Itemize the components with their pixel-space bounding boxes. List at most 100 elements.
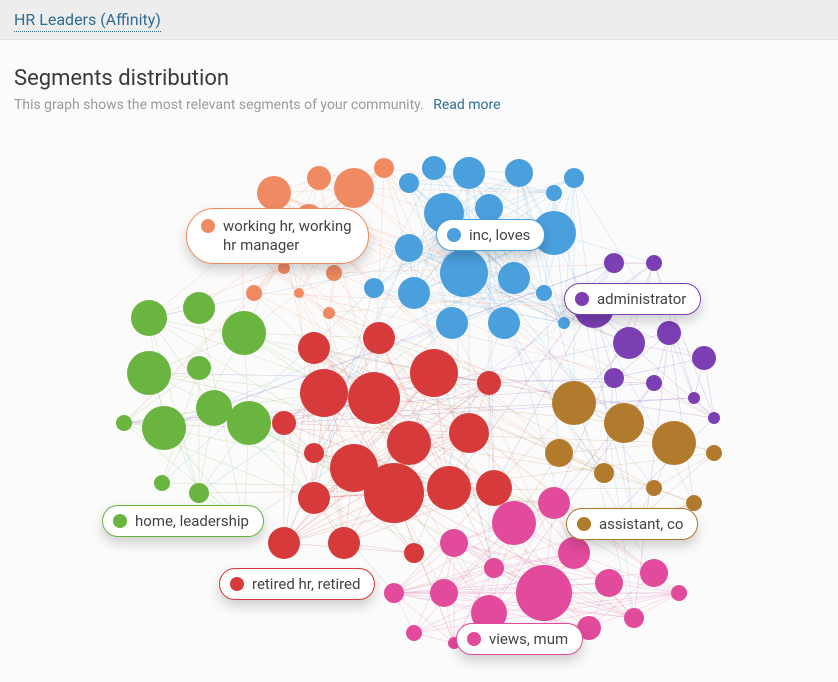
graph-node[interactable]	[387, 421, 431, 465]
header-link[interactable]: HR Leaders (Affinity)	[14, 10, 161, 32]
graph-node[interactable]	[399, 173, 419, 193]
graph-node[interactable]	[477, 371, 501, 395]
graph-node[interactable]	[706, 445, 722, 461]
graph-node[interactable]	[449, 413, 489, 453]
graph-node[interactable]	[196, 390, 232, 426]
graph-node[interactable]	[300, 369, 348, 417]
graph-node[interactable]	[604, 403, 644, 443]
content-panel: Segments distribution This graph shows t…	[0, 40, 838, 663]
graph-node[interactable]	[440, 249, 488, 297]
graph-node[interactable]	[498, 262, 530, 294]
graph-node[interactable]	[594, 463, 614, 483]
graph-node[interactable]	[187, 356, 211, 380]
graph-node[interactable]	[398, 277, 430, 309]
graph-edge	[149, 268, 284, 318]
graph-node[interactable]	[453, 157, 485, 189]
graph-node[interactable]	[436, 307, 468, 339]
graph-node[interactable]	[422, 156, 446, 180]
graph-node[interactable]	[538, 487, 570, 519]
graph-node[interactable]	[268, 527, 300, 559]
graph-node[interactable]	[646, 480, 662, 496]
cluster-label-green[interactable]: home, leadership	[102, 505, 264, 537]
read-more-link[interactable]: Read more	[433, 97, 500, 113]
graph-node[interactable]	[183, 292, 215, 324]
graph-node[interactable]	[348, 372, 400, 424]
cluster-label-blue[interactable]: inc, loves	[436, 219, 545, 251]
graph-node[interactable]	[624, 608, 644, 628]
graph-node[interactable]	[246, 285, 262, 301]
graph-node[interactable]	[488, 307, 520, 339]
cluster-label-brown[interactable]: assistant, co	[566, 508, 698, 540]
graph-node[interactable]	[364, 278, 384, 298]
graph-node[interactable]	[298, 332, 330, 364]
graph-node[interactable]	[516, 565, 572, 621]
graph-node[interactable]	[475, 194, 503, 222]
graph-node[interactable]	[613, 327, 645, 359]
graph-node[interactable]	[545, 439, 573, 467]
graph-node[interactable]	[334, 168, 374, 208]
cluster-label-text: assistant, co	[599, 515, 683, 533]
cluster-label-pink[interactable]: views, mum	[456, 623, 583, 655]
graph-node[interactable]	[484, 558, 504, 578]
graph-node[interactable]	[131, 300, 167, 336]
cluster-dot-icon	[575, 292, 589, 306]
graph-node[interactable]	[227, 401, 271, 445]
graph-node[interactable]	[646, 255, 662, 271]
graph-node[interactable]	[595, 569, 623, 597]
graph-node[interactable]	[708, 412, 720, 424]
graph-node[interactable]	[257, 176, 291, 210]
graph-node[interactable]	[323, 307, 335, 319]
graph-node[interactable]	[692, 346, 716, 370]
graph-node[interactable]	[404, 543, 424, 563]
graph-node[interactable]	[552, 381, 596, 425]
graph-node[interactable]	[142, 406, 186, 450]
cluster-label-purple[interactable]: administrator	[564, 283, 701, 315]
graph-node[interactable]	[304, 443, 324, 463]
graph-node[interactable]	[427, 466, 471, 510]
graph-node[interactable]	[657, 321, 681, 345]
cluster-label-text: hr manager	[201, 236, 299, 255]
graph-node[interactable]	[326, 265, 342, 281]
cluster-label-red[interactable]: retired hr, retired	[219, 568, 375, 600]
graph-node[interactable]	[410, 349, 458, 397]
graph-node[interactable]	[476, 470, 512, 506]
graph-node[interactable]	[688, 392, 700, 404]
graph-node[interactable]	[384, 583, 404, 603]
graph-edge	[669, 333, 694, 503]
graph-node[interactable]	[294, 288, 304, 298]
graph-node[interactable]	[278, 262, 290, 274]
graph-node[interactable]	[406, 625, 422, 641]
graph-node[interactable]	[671, 585, 687, 601]
graph-node[interactable]	[307, 166, 331, 190]
graph-node[interactable]	[430, 579, 458, 607]
graph-node[interactable]	[272, 411, 296, 435]
graph-node[interactable]	[374, 158, 394, 178]
graph-node[interactable]	[564, 168, 584, 188]
graph-node[interactable]	[604, 368, 624, 388]
cluster-dot-icon	[447, 228, 461, 242]
graph-node[interactable]	[328, 527, 360, 559]
cluster-label-orange[interactable]: working hr, workinghr manager	[186, 208, 369, 264]
panel-subtitle-row: This graph shows the most relevant segme…	[14, 97, 824, 113]
graph-node[interactable]	[492, 501, 536, 545]
graph-node[interactable]	[536, 285, 552, 301]
graph-node[interactable]	[558, 317, 570, 329]
graph-node[interactable]	[440, 529, 468, 557]
graph-node[interactable]	[646, 375, 662, 391]
graph-node[interactable]	[505, 159, 533, 187]
graph-node[interactable]	[395, 234, 423, 262]
cluster-dot-icon	[113, 514, 127, 528]
graph-node[interactable]	[363, 322, 395, 354]
graph-node[interactable]	[604, 253, 624, 273]
graph-node[interactable]	[189, 483, 209, 503]
graph-node[interactable]	[364, 463, 424, 523]
graph-node[interactable]	[652, 421, 696, 465]
graph-node[interactable]	[222, 311, 266, 355]
graph-node[interactable]	[558, 537, 590, 569]
graph-node[interactable]	[127, 351, 171, 395]
graph-node[interactable]	[116, 415, 132, 431]
graph-node[interactable]	[640, 559, 668, 587]
graph-node[interactable]	[546, 185, 562, 201]
graph-node[interactable]	[154, 475, 170, 491]
graph-node[interactable]	[298, 482, 330, 514]
